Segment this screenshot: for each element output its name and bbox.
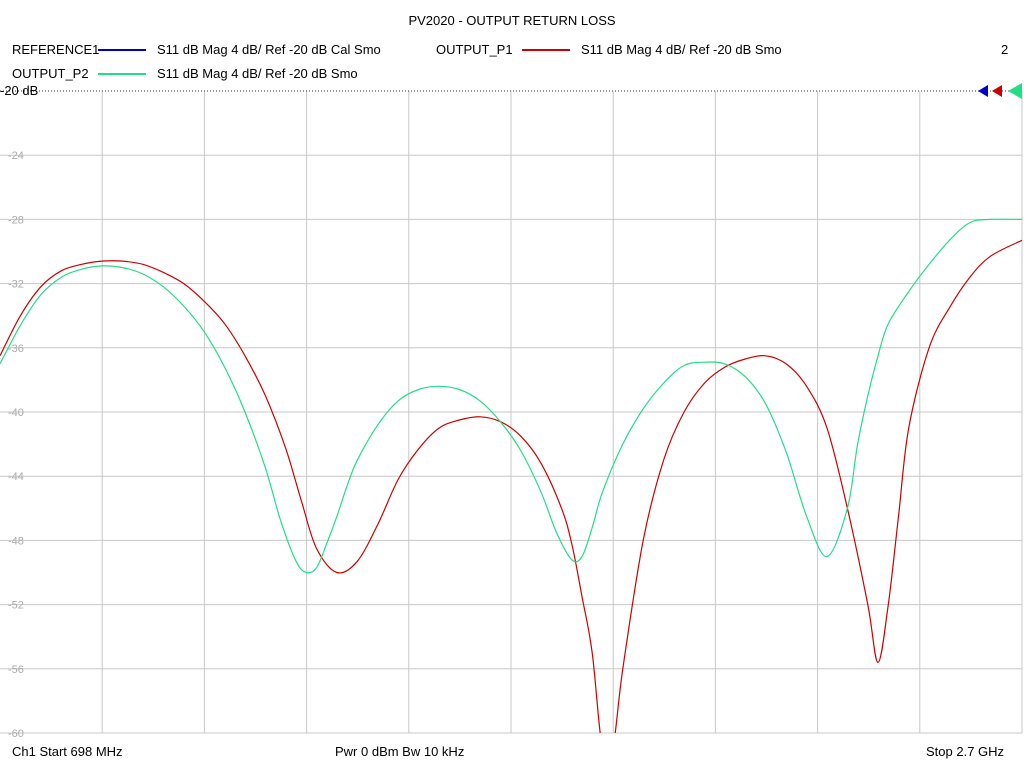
footer-power-bandwidth: Pwr 0 dBm Bw 10 kHz: [335, 744, 465, 759]
legend-label-output-p1: OUTPUT_P1: [436, 42, 513, 57]
y-tick-label: -56: [8, 664, 24, 676]
legend-line-output-p2: [98, 73, 146, 75]
ref-marker-reference1: [978, 85, 988, 97]
legend-line-reference1: [98, 49, 146, 51]
y-tick-label: -52: [8, 600, 24, 612]
y-tick-label: -40: [8, 407, 24, 419]
y-tick-label: -32: [8, 279, 24, 291]
y-tick-label: -60: [8, 728, 24, 740]
y-tick-label: -24: [8, 150, 24, 162]
ref-marker-output-p2: [1008, 83, 1022, 99]
y-tick-labels: -20 dB -24 -28 -32 -36 -40 -44 -48 -52 -56 -60: [0, 83, 38, 740]
y-tick-label: -48: [8, 535, 24, 547]
legend-desc-output-p1: S11 dB Mag 4 dB/ Ref -20 dB Smo: [581, 42, 782, 57]
reference-level-label: -20 dB: [0, 83, 38, 98]
reference-markers: [978, 83, 1022, 99]
series-line-output-p1: [0, 239, 1023, 733]
legend-line-output-p1: [522, 49, 570, 51]
series-line-output-p2: [0, 218, 1023, 574]
legend-desc-output-p2: S11 dB Mag 4 dB/ Ref -20 dB Smo: [157, 66, 358, 81]
legend-desc-reference1: S11 dB Mag 4 dB/ Ref -20 dB Cal Smo: [157, 42, 381, 57]
y-tick-label: -36: [8, 343, 24, 355]
footer-start: Ch1 Start 698 MHz: [12, 744, 123, 759]
ref-marker-output-p1: [992, 85, 1002, 97]
series-group: [0, 218, 1023, 733]
grid: [0, 90, 1023, 734]
channel-number: 2: [1001, 42, 1009, 57]
chart-title: PV2020 - OUTPUT RETURN LOSS: [408, 13, 616, 28]
y-tick-label: -44: [8, 471, 24, 483]
y-tick-label: -28: [8, 214, 24, 226]
legend-label-output-p2: OUTPUT_P2: [12, 66, 89, 81]
footer-stop: Stop 2.7 GHz: [926, 744, 1005, 759]
legend-label-reference1: REFERENCE1: [12, 42, 100, 57]
